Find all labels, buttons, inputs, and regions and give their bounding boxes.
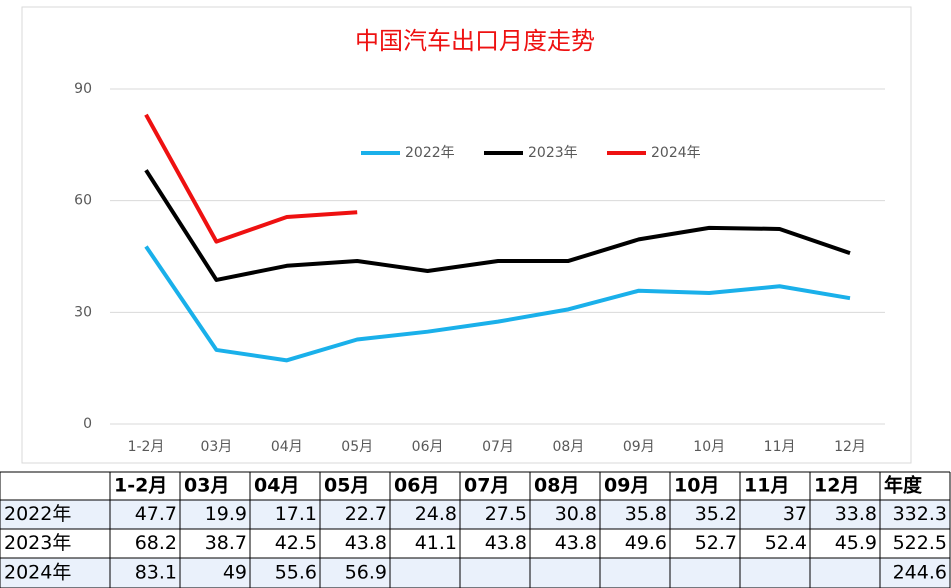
chart-frame <box>21 6 912 464</box>
chart-title: 中国汽车出口月度走势 <box>355 27 595 55</box>
y-tick-label: 0 <box>83 416 92 432</box>
table-cell: 33.8 <box>835 503 877 525</box>
table-header: 07月 <box>464 475 509 497</box>
y-tick-label: 30 <box>74 304 92 320</box>
table-cell: 83.1 <box>135 562 177 584</box>
table-header: 08月 <box>534 475 579 497</box>
y-tick-label: 60 <box>74 193 92 209</box>
table-total: 244.6 <box>893 562 947 584</box>
table-header: 03月 <box>184 475 229 497</box>
table-header: 1-2月 <box>114 475 167 497</box>
table-cell: 30.8 <box>555 503 597 525</box>
table-header: 09月 <box>604 475 649 497</box>
legend-label: 2023年 <box>528 145 578 161</box>
table-cell: 49 <box>223 562 247 584</box>
table-cell: 22.7 <box>345 503 387 525</box>
table-header: 04月 <box>254 475 299 497</box>
x-tick-label: 04月 <box>271 439 303 455</box>
legend-label: 2024年 <box>651 145 701 161</box>
table-cell: 27.5 <box>485 503 527 525</box>
table-header: 12月 <box>814 475 859 497</box>
table-cell: 52.4 <box>765 532 807 554</box>
table-cell: 19.9 <box>205 503 247 525</box>
table-total: 522.5 <box>893 532 947 554</box>
x-tick-label: 05月 <box>341 439 373 455</box>
row-bg <box>0 500 950 529</box>
table-cell: 38.7 <box>205 532 247 554</box>
table-cell: 47.7 <box>135 503 177 525</box>
table-cell: 35.2 <box>695 503 737 525</box>
table-header: 05月 <box>324 475 369 497</box>
legend-label: 2022年 <box>405 145 455 161</box>
table-cell: 35.8 <box>625 503 667 525</box>
series-line <box>144 113 358 244</box>
x-tick-label: 11月 <box>764 439 796 455</box>
row-label: 2022年 <box>4 503 71 525</box>
row-label: 2024年 <box>4 562 71 584</box>
table-total: 332.3 <box>893 503 947 525</box>
table-header: 10月 <box>674 475 719 497</box>
table-cell: 56.9 <box>345 562 387 584</box>
x-tick-label: 12月 <box>834 439 866 455</box>
x-tick-label: 09月 <box>623 439 655 455</box>
table-cell: 37 <box>783 503 807 525</box>
x-tick-label: 07月 <box>482 439 514 455</box>
table-cell: 45.9 <box>835 532 877 554</box>
table-cell: 42.5 <box>275 532 317 554</box>
table-cell: 43.8 <box>555 532 597 554</box>
table-cell: 43.8 <box>485 532 527 554</box>
x-tick-label: 10月 <box>693 439 725 455</box>
row-bg <box>0 558 950 588</box>
table-cell: 68.2 <box>135 532 177 554</box>
table-cell: 24.8 <box>415 503 457 525</box>
table-cell: 43.8 <box>345 532 387 554</box>
table-header: 年度 <box>884 474 923 497</box>
x-tick-label: 03月 <box>200 439 232 455</box>
x-tick-label: 08月 <box>552 439 584 455</box>
x-tick-label: 1-2月 <box>128 439 165 455</box>
table-cell: 49.6 <box>625 532 667 554</box>
series-line <box>144 169 851 282</box>
row-label: 2023年 <box>4 532 71 554</box>
table-cell: 52.7 <box>695 532 737 554</box>
table-cell: 17.1 <box>275 503 317 525</box>
table-header: 06月 <box>394 475 439 497</box>
table-cell: 41.1 <box>415 532 457 554</box>
table-cell: 55.6 <box>275 562 317 584</box>
x-tick-label: 06月 <box>412 439 444 455</box>
y-tick-label: 90 <box>74 81 92 97</box>
table-header: 11月 <box>744 475 789 497</box>
series-line <box>144 245 851 363</box>
